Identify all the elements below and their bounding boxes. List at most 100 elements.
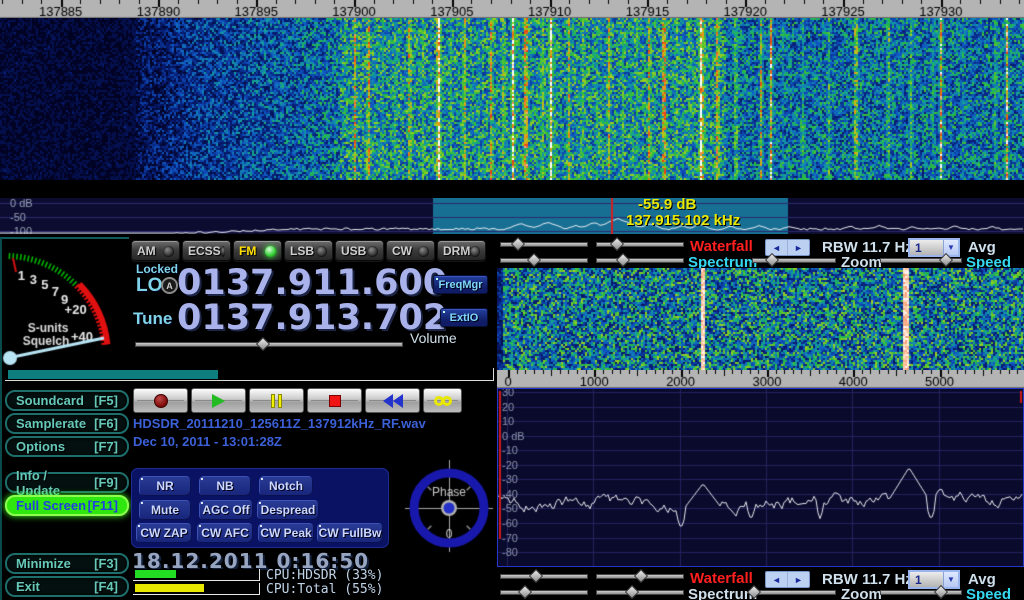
nr-button[interactable]: NR [139,476,191,496]
slider-thumb[interactable] [518,584,533,600]
rf-frequency-scale[interactable] [0,0,1024,18]
tune-label: Tune [133,309,173,328]
left-panel-frame [0,237,129,600]
spectrum-range-slider[interactable] [596,252,684,268]
agc-button[interactable]: AGC Off [199,500,253,520]
slider-thumb[interactable] [764,252,780,268]
slider-thumb[interactable] [616,252,631,268]
audio-spectrum-range-slider[interactable] [596,584,684,600]
cpu-total-label: CPU:Total (55%) [266,582,384,597]
band-arrows-control[interactable]: ◄ ► [765,239,810,256]
mode-button-drm[interactable]: DRM [437,240,486,262]
arrow-right-icon[interactable]: ► [794,242,803,253]
nb-button[interactable]: NB [199,476,251,496]
stop-button[interactable] [307,388,362,413]
slider-thumb[interactable] [933,584,948,600]
mute-button[interactable]: Mute [139,500,191,520]
rbw-readout: RBW 11.7 Hz [822,239,913,256]
button-key: [F4] [94,579,118,594]
slider-thumb[interactable] [939,252,954,268]
mode-button-lsb[interactable]: LSB [284,240,333,262]
minimize-button[interactable]: Minimize [F3] [5,553,129,574]
phase-dial[interactable] [401,458,497,554]
speed-slider[interactable] [880,252,962,268]
button-label: Info / Update [16,467,61,498]
audio-avg-select[interactable]: 1 ▼ [908,570,960,589]
slider-track [596,590,684,595]
audio-waterfall-brightness-slider[interactable] [500,568,588,584]
info-update-button[interactable]: Info / Update [F9] [5,468,129,498]
soundcard-button[interactable]: Soundcard [F5] [5,390,129,411]
slider-thumb[interactable] [633,568,648,584]
tune-frequency-display[interactable]: 0137.913.702 [177,298,448,338]
volume-label: Volume [410,330,457,346]
lo-lock-icon[interactable]: A [161,277,178,294]
arrow-left-icon[interactable]: ◄ [766,240,788,255]
cw-peak-button[interactable]: CW Peak [258,523,314,543]
audio-waterfall-contrast-slider[interactable] [596,568,684,584]
slider-track [500,258,588,263]
slider-thumb[interactable] [511,236,526,252]
audio-frequency-scale[interactable] [497,370,1024,388]
cw-zap-button[interactable]: CW ZAP [136,523,192,543]
record-button[interactable] [133,388,188,413]
rewind-button[interactable] [365,388,420,413]
avg-label: Avg [968,571,996,588]
spectrum-ref-slider[interactable] [500,252,588,268]
cw-afc-button[interactable]: CW AFC [197,523,253,543]
slider-thumb[interactable] [609,236,625,252]
button-label: Options [16,439,66,454]
volume-slider[interactable] [135,336,403,352]
audio-spectrum[interactable] [497,388,1024,567]
s-meter[interactable] [2,239,128,367]
mode-button-usb[interactable]: USB [335,240,384,262]
squelch-level-fill [8,370,218,379]
freqmgr-button[interactable]: FreqMgr [433,275,488,294]
slider-thumb[interactable] [527,252,542,268]
mode-button-am[interactable]: AM [131,240,180,262]
despread-button[interactable]: Despread [257,500,319,520]
audio-speed-slider[interactable] [880,584,962,600]
play-button[interactable] [191,388,246,413]
button-key: [F7] [94,439,118,454]
button-label: Samplerate [16,416,87,431]
mode-led-icon [220,245,225,257]
lo-frequency-display[interactable]: 0137.911.600 [177,263,448,303]
cw-fullbw-button[interactable]: CW FullBw [317,523,383,543]
rewind-icon [382,393,403,408]
squelch-level-bar[interactable] [5,368,494,381]
mode-button-cw[interactable]: CW [386,240,435,262]
samplerate-button[interactable]: Samplerate [F6] [5,413,129,434]
slider-thumb[interactable] [528,568,544,584]
chevron-down-icon[interactable]: ▼ [943,572,958,587]
waterfall-contrast-slider[interactable] [596,236,684,252]
waterfall-brightness-slider[interactable] [500,236,588,252]
slider-track [500,574,588,579]
slider-thumb[interactable] [624,584,640,600]
loop-button[interactable] [423,388,462,413]
band-arrows-control[interactable]: ◄ ► [765,571,810,588]
mode-button-fm[interactable]: FM [233,240,282,262]
arrow-right-icon[interactable]: ► [794,574,803,585]
zoom-slider[interactable] [752,252,836,268]
rf-waterfall[interactable] [0,0,1024,180]
pause-button[interactable] [249,388,304,413]
audio-zoom-slider[interactable] [746,584,836,600]
extio-button[interactable]: ExtIO [440,308,488,327]
lo-label: LO [136,275,163,296]
arrow-left-icon[interactable]: ◄ [766,572,788,587]
button-label: Exit [16,579,40,594]
audio-waterfall[interactable] [497,268,1024,370]
fullscreen-button[interactable]: Full Screen [F11] [5,495,129,516]
avg-select[interactable]: 1 ▼ [908,238,960,257]
options-button[interactable]: Options [F7] [5,436,129,457]
rf-spectrum[interactable] [0,198,1024,234]
notch-button[interactable]: Notch [259,476,313,496]
chevron-down-icon[interactable]: ▼ [943,240,958,255]
audio-spectrum-ref-slider[interactable] [500,584,588,600]
button-key: [F6] [94,416,118,431]
mode-button-ecss[interactable]: ECSS [182,240,231,262]
slider-thumb[interactable] [255,336,270,352]
exit-button[interactable]: Exit [F4] [5,576,129,597]
